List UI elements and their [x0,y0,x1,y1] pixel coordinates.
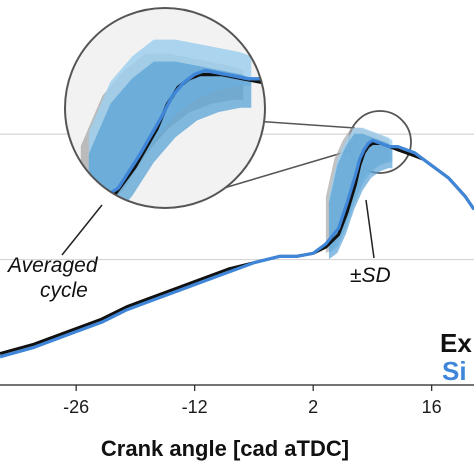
sd-pointer [365,199,375,259]
sd-band-mid [328,133,393,260]
zoom-series-line-si [65,68,265,208]
legend-simulation: Si [442,356,467,386]
annotation-averaged-line1: Averaged [6,254,99,277]
zoom-series-line-ex [65,72,265,208]
x-tick-label-1: -12 [182,397,208,417]
x-axis-title: Crank angle [cad aTDC] [101,436,349,461]
legend-experiment: Ex [440,328,472,358]
zoom-inset-border [64,7,266,209]
zoom-inset-content [65,39,265,208]
x-tick-label-3: 16 [422,397,442,417]
x-tick-label-2: 2 [308,397,318,417]
annotation-sd: ±SD [350,264,391,287]
averaged-cycle-pointer [61,204,103,256]
zoom-sd-band-mid [88,61,252,208]
series-line-si [0,138,474,359]
annotation-averaged-line2: cycle [40,279,88,302]
x-tick-label-0: -26 [63,397,89,417]
